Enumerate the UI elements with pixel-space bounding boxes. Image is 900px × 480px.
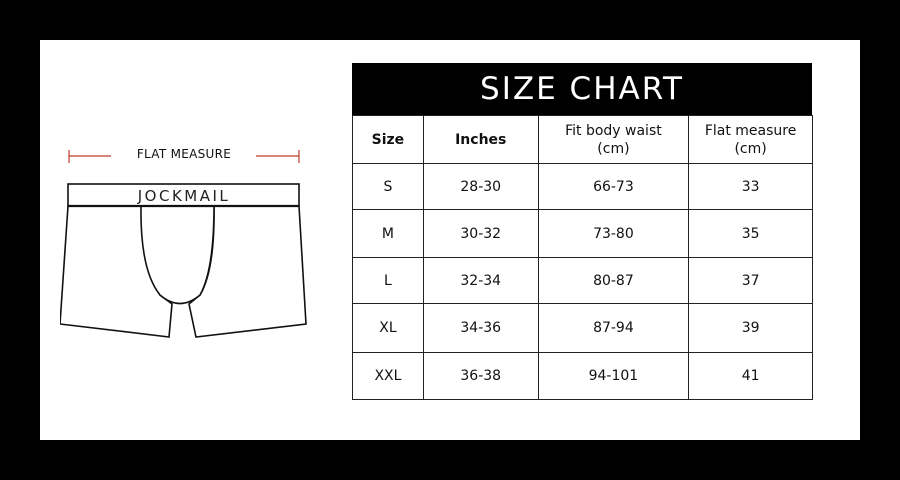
pouch (140, 205, 215, 305)
cell-size: S (352, 163, 424, 210)
brand-logo: JOCKMAIL (137, 187, 231, 205)
cell-flat-measure: 37 (688, 257, 813, 304)
table-row: M 30-32 73-80 35 (352, 209, 813, 258)
table-row: L 32-34 80-87 37 (352, 257, 813, 304)
header-flat-measure: Flat measure (cm) (688, 115, 813, 164)
table-row: XXL 36-38 94-101 41 (352, 352, 813, 400)
table-row: S 28-30 66-73 33 (352, 163, 813, 210)
cell-fit-body-waist: 80-87 (537, 257, 690, 304)
flat-measure-arrow (68, 150, 300, 163)
cell-inches: 36-38 (422, 352, 539, 400)
size-table: Size Inches Fit body waist (cm) Flat meas… (352, 115, 813, 400)
cell-inches: 34-36 (422, 303, 539, 353)
size-chart-title: SIZE CHART (352, 63, 812, 115)
cell-flat-measure: 41 (688, 352, 813, 400)
table-header-row: Size Inches Fit body waist (cm) Flat meas… (352, 115, 813, 164)
boxer-brief-illustration: JOCKMAIL (60, 150, 307, 338)
header-inches: Inches (422, 115, 539, 164)
cell-inches: 30-32 (422, 209, 539, 258)
header-size: Size (352, 115, 424, 164)
cell-inches: 32-34 (422, 257, 539, 304)
cell-fit-body-waist: 73-80 (537, 209, 690, 258)
cell-flat-measure: 39 (688, 303, 813, 353)
cell-size: M (352, 209, 424, 258)
cell-size: XL (352, 303, 424, 353)
header-line1: Flat measure (704, 122, 797, 139)
cell-size: XXL (352, 352, 424, 400)
header-line2: (cm) (734, 140, 767, 157)
cell-fit-body-waist: 94-101 (537, 352, 690, 400)
cell-inches: 28-30 (422, 163, 539, 210)
table-row: XL 34-36 87-94 39 (352, 303, 813, 353)
flat-measure-label: FLAT MEASURE (136, 147, 232, 161)
cell-fit-body-waist: 66-73 (537, 163, 690, 210)
cell-size: L (352, 257, 424, 304)
header-fit-body-waist: Fit body waist (cm) (537, 115, 690, 164)
header-line2: (cm) (597, 140, 630, 157)
header-line1: Fit body waist (565, 122, 662, 139)
cell-flat-measure: 35 (688, 209, 813, 258)
cell-flat-measure: 33 (688, 163, 813, 210)
cell-fit-body-waist: 87-94 (537, 303, 690, 353)
